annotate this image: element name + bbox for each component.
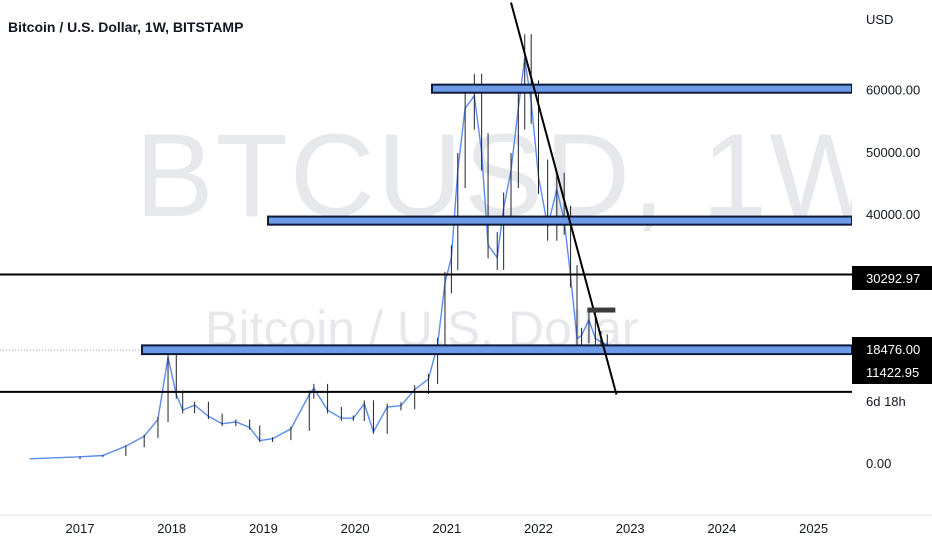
price-series-line xyxy=(29,58,608,460)
price-badge-label: 30292.97 xyxy=(866,271,920,286)
time-tick-label: 2024 xyxy=(707,521,736,536)
time-tick-label: 2017 xyxy=(66,521,95,536)
horizontal-zone xyxy=(141,344,853,356)
time-tick-label: 2019 xyxy=(249,521,278,536)
time-tick-label: 2023 xyxy=(616,521,645,536)
price-tick-label: 0.00 xyxy=(866,456,891,471)
trendline xyxy=(510,2,618,395)
horizontal-zone xyxy=(267,215,853,226)
price-axis-bg xyxy=(852,0,932,515)
currency-label: USD xyxy=(866,12,894,27)
time-tick-label: 2022 xyxy=(524,521,553,536)
time-tick-label: 2021 xyxy=(432,521,461,536)
price-badge-label: 18476.00 xyxy=(866,342,920,357)
time-tick-label: 2025 xyxy=(799,521,828,536)
price-tick-label: 40000.00 xyxy=(866,207,920,222)
price-badge xyxy=(852,266,932,290)
chart-title: Bitcoin / U.S. Dollar, 1W, BITSTAMP xyxy=(8,19,244,35)
time-tick-label: 2020 xyxy=(341,521,370,536)
price-badge xyxy=(852,389,932,413)
horizontal-zone xyxy=(431,83,853,94)
price-tick-label: 50000.00 xyxy=(866,145,920,160)
price-badge xyxy=(852,360,932,384)
price-badge-label: 11422.95 xyxy=(866,365,919,380)
price-badge-label: 6d 18h xyxy=(866,394,906,409)
time-tick-label: 2018 xyxy=(157,521,186,536)
price-badge xyxy=(852,337,932,361)
price-tick-label: 60000.00 xyxy=(866,83,920,98)
small-marker xyxy=(587,307,616,313)
